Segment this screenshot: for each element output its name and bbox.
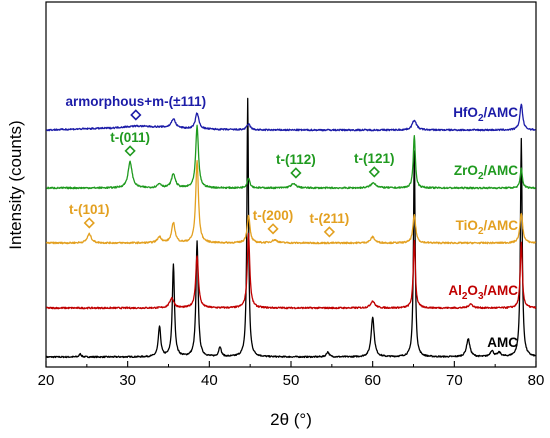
x-tick-label: 40 [201,372,218,389]
peak-label: t-(112) [276,152,316,167]
x-tick-label: 60 [364,372,381,389]
x-tick-label: 70 [446,372,463,389]
x-tick-label: 20 [38,372,55,389]
series-label-suffix: /AMC [484,105,519,120]
peak-label: t-(211) [310,211,350,226]
x-axis-ticks: 20 30 40 50 60 70 80 [38,361,545,389]
series-label: Al2O3/AMC [448,283,518,302]
series-label-suffix: /AMC [484,283,519,298]
peak-marker [124,145,136,157]
peak-label: t-(101) [69,202,110,217]
peak-label: armorphous+m-(±111) [66,94,207,109]
peak-marker [130,109,142,121]
series-curves [45,97,537,359]
series-label-subscript: 2 [462,291,468,302]
series-label-main: ZrO [454,163,478,178]
y-axis-title: Intensity (counts) [6,120,25,249]
x-tick-label: 80 [528,372,545,389]
x-tick-label: 30 [119,372,136,389]
peak-label: t-(121) [354,151,395,166]
series-label-suffix: O [467,283,478,298]
series-line [45,232,537,310]
peak-markers: armorphous+m-(±111) t-(011) t-(112) t-(121)… [66,94,395,238]
series-label: HfO2/AMC [453,105,518,124]
series-label-suffix: /AMC [484,163,519,178]
peak-marker [290,167,302,179]
series-line [45,160,537,245]
series-label-main: Al [448,283,462,298]
series-label-subscript: 2 [478,226,484,237]
plot-frame [45,1,537,368]
series-line [46,124,537,190]
peak-label: t-(011) [110,130,150,145]
peak-marker [83,217,95,229]
series-label-main: TiO [456,218,478,233]
series-label: AMC [487,335,518,350]
series-label-subscript: 2 [478,171,484,182]
peak-marker [267,223,279,235]
series-line [45,103,536,132]
peak-marker [323,226,336,238]
series-label-subscript: 2 [478,113,484,124]
peak-label: t-(200) [253,208,294,223]
series-label-main: AMC [487,335,518,350]
x-tick-label: 50 [283,372,300,389]
peak-marker [368,166,380,178]
x-axis-title: 2θ (°) [270,410,312,429]
series-label-main: HfO [453,105,478,120]
series-label: TiO2/AMC [456,218,519,237]
series-label-suffix: /AMC [484,218,519,233]
series-line [45,97,537,359]
series-label-subscript: 3 [478,291,484,302]
series-label: ZrO2/AMC [454,163,518,182]
